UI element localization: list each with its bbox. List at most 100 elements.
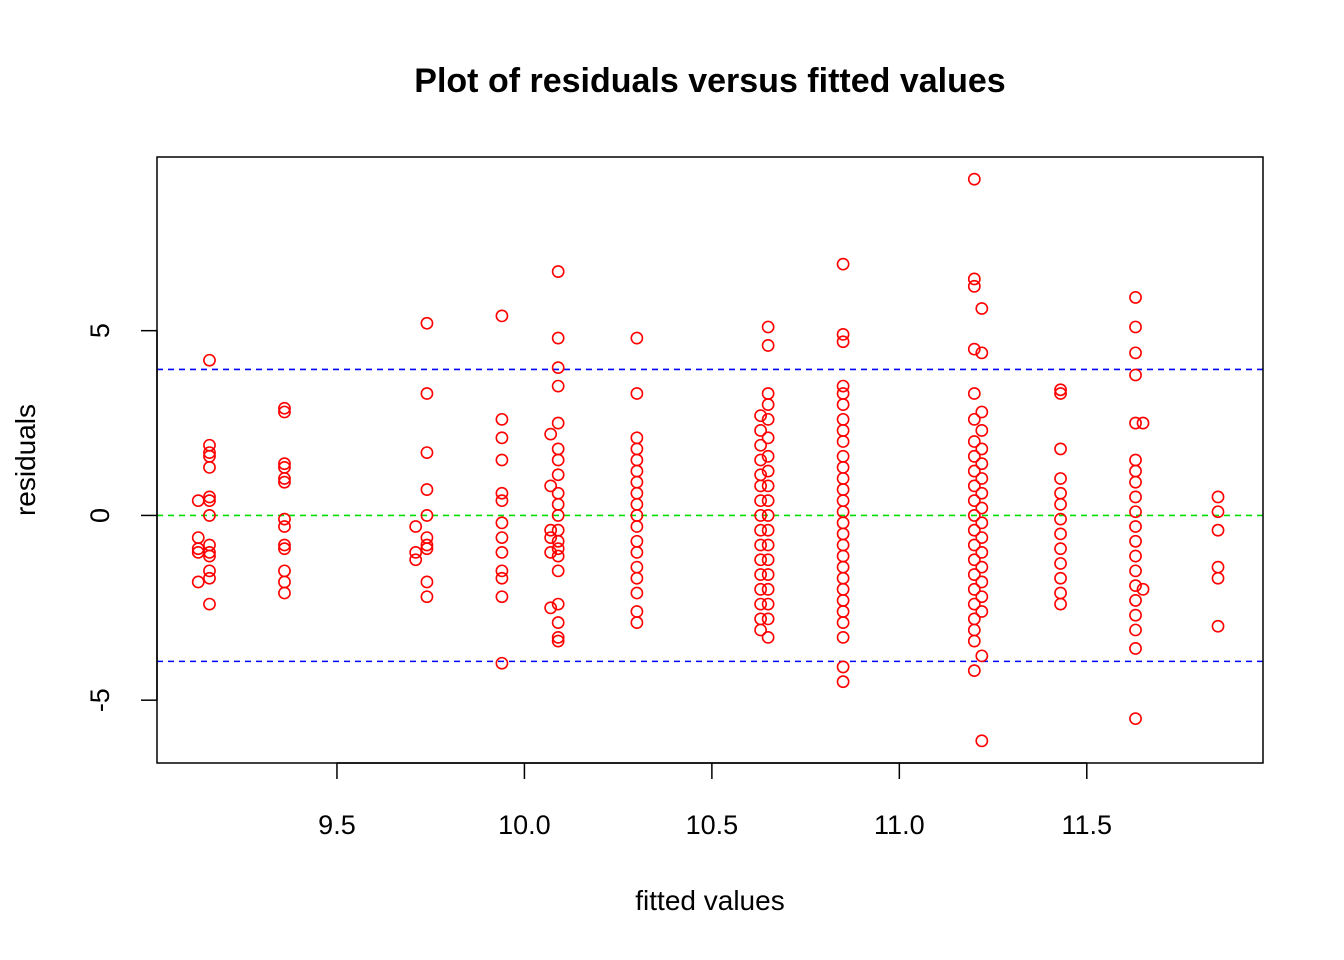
data-point [761,553,775,567]
data-point [754,453,768,467]
data-point [1054,542,1067,556]
data-point [1054,472,1067,485]
data-point [420,575,434,589]
data-point [630,464,644,478]
data-point [967,597,981,611]
data-point [754,523,768,537]
x-tick-label: 10.0 [498,810,551,840]
data-point [836,435,850,448]
data-point [495,309,509,323]
data-point [761,320,775,334]
data-point [761,449,775,463]
data-point [761,523,775,537]
data-point [630,586,644,600]
data-point [975,649,989,663]
data-point [967,568,981,581]
data-point [761,612,775,626]
data-point [975,405,989,419]
data-point [754,597,768,611]
data-point [278,520,291,533]
data-point [1054,571,1067,585]
data-point [203,353,216,367]
data-point [551,379,565,393]
data-point [420,387,434,400]
data-point [551,486,565,500]
data-point [191,542,205,556]
data-point [975,472,989,485]
data-point [278,472,291,485]
data-point [203,446,216,460]
data-point [544,523,558,537]
data-point [836,335,850,349]
data-point [551,416,565,430]
data-point [836,527,850,541]
data-point [1129,416,1142,430]
data-point [1054,527,1067,541]
data-point [754,438,768,452]
data-point [409,553,423,567]
y-tick-label: 5 [85,323,115,338]
data-point [967,523,981,537]
x-tick-label: 9.5 [318,810,356,840]
y-axis-label: residuals [10,404,41,516]
data-point [203,490,216,504]
data-point [836,582,850,596]
data-point [278,401,291,415]
data-point [551,616,565,629]
data-point [544,601,558,615]
x-tick-label: 11.5 [1062,810,1113,840]
data-point [975,486,989,500]
data-point [754,509,768,522]
data-point [1129,346,1142,360]
data-point [967,582,981,596]
data-point [967,509,981,522]
data-point [1054,557,1067,570]
data-point [495,453,509,467]
data-point [836,412,850,426]
data-point [420,538,434,552]
x-tick-label: 11.0 [874,810,925,840]
data-point [630,545,644,559]
data-point [420,446,434,460]
data-point [754,409,768,423]
data-point [967,538,981,552]
data-point [495,412,509,426]
data-point [1129,520,1142,533]
data-point [630,453,644,467]
reference-lines [157,368,1263,663]
data-point [761,412,775,426]
data-point [761,597,775,611]
data-point [551,523,565,537]
y-tick-label: -5 [85,688,115,712]
data-point [975,590,989,604]
data-point [975,605,989,618]
data-point [630,475,644,489]
data-point [836,494,850,508]
data-point [836,472,850,485]
data-point [1211,523,1225,537]
data-point [1129,291,1142,304]
data-point [191,531,205,544]
data-point [1211,571,1225,585]
data-point [1129,549,1142,563]
data-point [203,549,216,563]
data-point [975,424,989,437]
y-axis: -5 0 5 [85,323,158,712]
data-point [495,516,509,530]
data-point [967,342,981,356]
data-point [420,316,434,330]
data-point [551,497,565,511]
data-point [1129,320,1142,334]
data-point [203,571,216,585]
data-point [754,582,768,596]
data-point [630,560,644,574]
x-axis: 9.5 10.0 10.5 11.0 11.5 [318,762,1113,840]
data-point [495,590,509,604]
data-point [1129,534,1142,548]
data-point [1129,594,1142,607]
data-point [754,553,768,567]
data-point [278,475,291,489]
data-point [967,553,981,567]
data-point [409,520,423,533]
